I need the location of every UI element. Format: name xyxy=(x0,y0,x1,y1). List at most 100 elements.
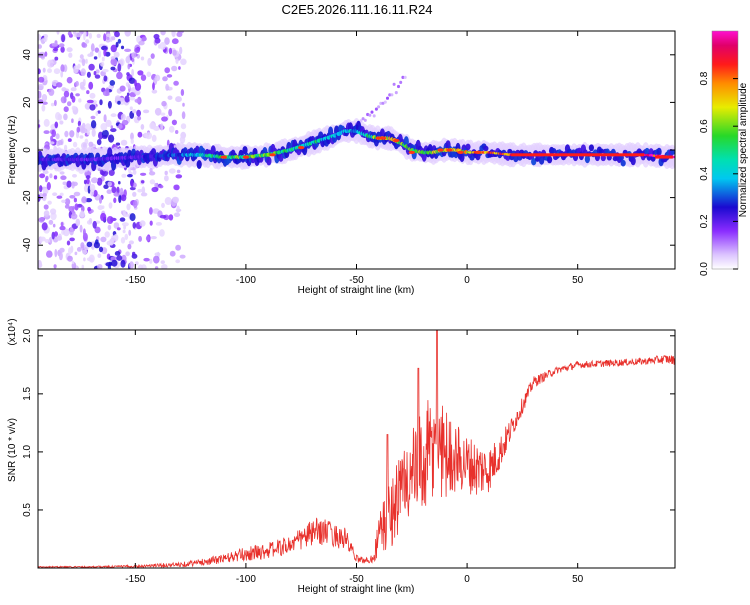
spectral-cell xyxy=(125,251,130,257)
spectral-cell xyxy=(93,71,97,76)
spectral-cell xyxy=(75,218,81,227)
spectrogram-xtick-label: -150 xyxy=(125,275,145,286)
spectral-cell xyxy=(71,118,74,123)
spectral-cell xyxy=(149,122,156,130)
spectral-cell xyxy=(52,192,58,196)
spectral-ridge-cell xyxy=(600,154,606,162)
spectral-cell xyxy=(136,109,142,117)
spectral-peak xyxy=(393,138,400,143)
spectral-cell xyxy=(168,168,176,174)
spectral-cell xyxy=(120,139,128,146)
spectral-cell xyxy=(66,180,72,188)
spectral-cell xyxy=(149,179,156,185)
spectral-cell xyxy=(93,241,100,249)
spectral-cell xyxy=(179,254,186,259)
spectral-cell xyxy=(137,264,144,269)
snr-xlabel: Height of straight line (km) xyxy=(298,584,415,595)
chart-title: C2E5.2026.111.16.11.R24 xyxy=(281,2,432,17)
spectral-cell xyxy=(164,37,170,45)
spectral-cell xyxy=(85,39,90,44)
spectral-cell xyxy=(56,235,63,241)
spectral-cell xyxy=(97,110,101,114)
spectral-cell xyxy=(161,100,167,107)
spectral-cell xyxy=(105,87,110,95)
spectral-cell xyxy=(118,194,122,204)
spectral-cell xyxy=(151,186,159,193)
spectral-cell xyxy=(56,82,63,88)
spectral-cell xyxy=(82,228,86,237)
spectral-ridge-cell xyxy=(278,153,284,162)
spectral-cell xyxy=(86,90,90,95)
spectral-cell xyxy=(175,174,183,179)
spectral-cell xyxy=(88,63,95,71)
spectral-cell xyxy=(61,199,66,203)
spectral-cell xyxy=(121,173,127,178)
spectral-ridge-cell xyxy=(620,159,626,167)
colorbar-label: Normalized spectral amplitude xyxy=(738,82,749,217)
spectral-cell xyxy=(181,111,186,120)
spectral-cell xyxy=(113,197,117,204)
spectral-cell xyxy=(70,87,77,92)
spectral-branch-cell xyxy=(397,84,400,89)
spectral-cell xyxy=(87,206,91,212)
spectral-cell xyxy=(154,74,161,82)
spectral-cell xyxy=(126,174,133,178)
spectral-cell xyxy=(149,220,153,226)
spectral-ridge-cell xyxy=(547,155,553,164)
spectral-cell xyxy=(92,220,97,229)
spectral-cell xyxy=(129,96,136,101)
spectral-cell xyxy=(113,192,120,197)
spectral-cell xyxy=(80,242,85,249)
spectral-ridge-cell xyxy=(670,149,675,155)
spectrogram-ytick-label: 20 xyxy=(22,96,33,108)
spectral-ridge-cell xyxy=(539,156,545,165)
spectral-cell xyxy=(161,202,165,208)
spectral-cell xyxy=(64,204,70,209)
spectral-cell xyxy=(149,167,153,173)
spectral-cell xyxy=(120,210,124,215)
spectral-cell xyxy=(38,217,45,223)
spectral-cell xyxy=(164,170,168,176)
spectral-cell xyxy=(95,111,99,116)
spectral-cell xyxy=(44,239,51,243)
spectral-cell xyxy=(175,130,179,134)
spectral-cell xyxy=(89,183,96,193)
spectral-cell xyxy=(96,33,101,39)
spectral-cell xyxy=(126,203,131,211)
spectral-cell xyxy=(154,252,161,256)
spectral-cell xyxy=(82,249,88,255)
spectral-branch-cell xyxy=(363,118,367,122)
spectral-branch-cell xyxy=(394,91,398,95)
spectral-cell xyxy=(38,262,43,268)
spectral-cell xyxy=(63,228,70,237)
spectral-peak-band xyxy=(511,153,644,157)
spectral-cell xyxy=(62,181,67,186)
spectral-cell xyxy=(38,76,45,83)
spectral-cell xyxy=(108,84,113,90)
spectral-cell xyxy=(38,83,44,90)
spectral-cell xyxy=(179,135,186,144)
spectral-cell xyxy=(53,175,58,180)
snr-panel: -150 -100 -50 0 50 0.5 1.0 1.5 2.0 Height of str… xyxy=(7,318,676,595)
spectral-cell xyxy=(107,100,112,109)
spectral-cell xyxy=(168,108,173,117)
spectral-cell xyxy=(38,90,42,99)
spectral-cell xyxy=(98,246,104,253)
spectral-branch-cell xyxy=(379,101,383,105)
spectral-cell xyxy=(73,65,79,74)
spectral-cell xyxy=(120,259,126,268)
spectral-cell xyxy=(53,47,59,52)
spectral-cell xyxy=(105,119,112,127)
snr-ylabel: SNR (10 * v/v) xyxy=(7,418,18,482)
spectral-cell xyxy=(103,33,107,42)
spectral-cell xyxy=(96,139,102,146)
spectral-cell xyxy=(146,71,152,78)
spectral-cell xyxy=(160,31,166,36)
spectral-cell xyxy=(173,212,181,218)
spectral-cell xyxy=(46,182,51,191)
spectral-cell xyxy=(100,236,107,243)
spectral-branch-cell xyxy=(359,119,363,123)
spectral-cell xyxy=(172,49,177,56)
spectral-cell xyxy=(145,132,152,140)
spectral-cell xyxy=(161,116,168,122)
